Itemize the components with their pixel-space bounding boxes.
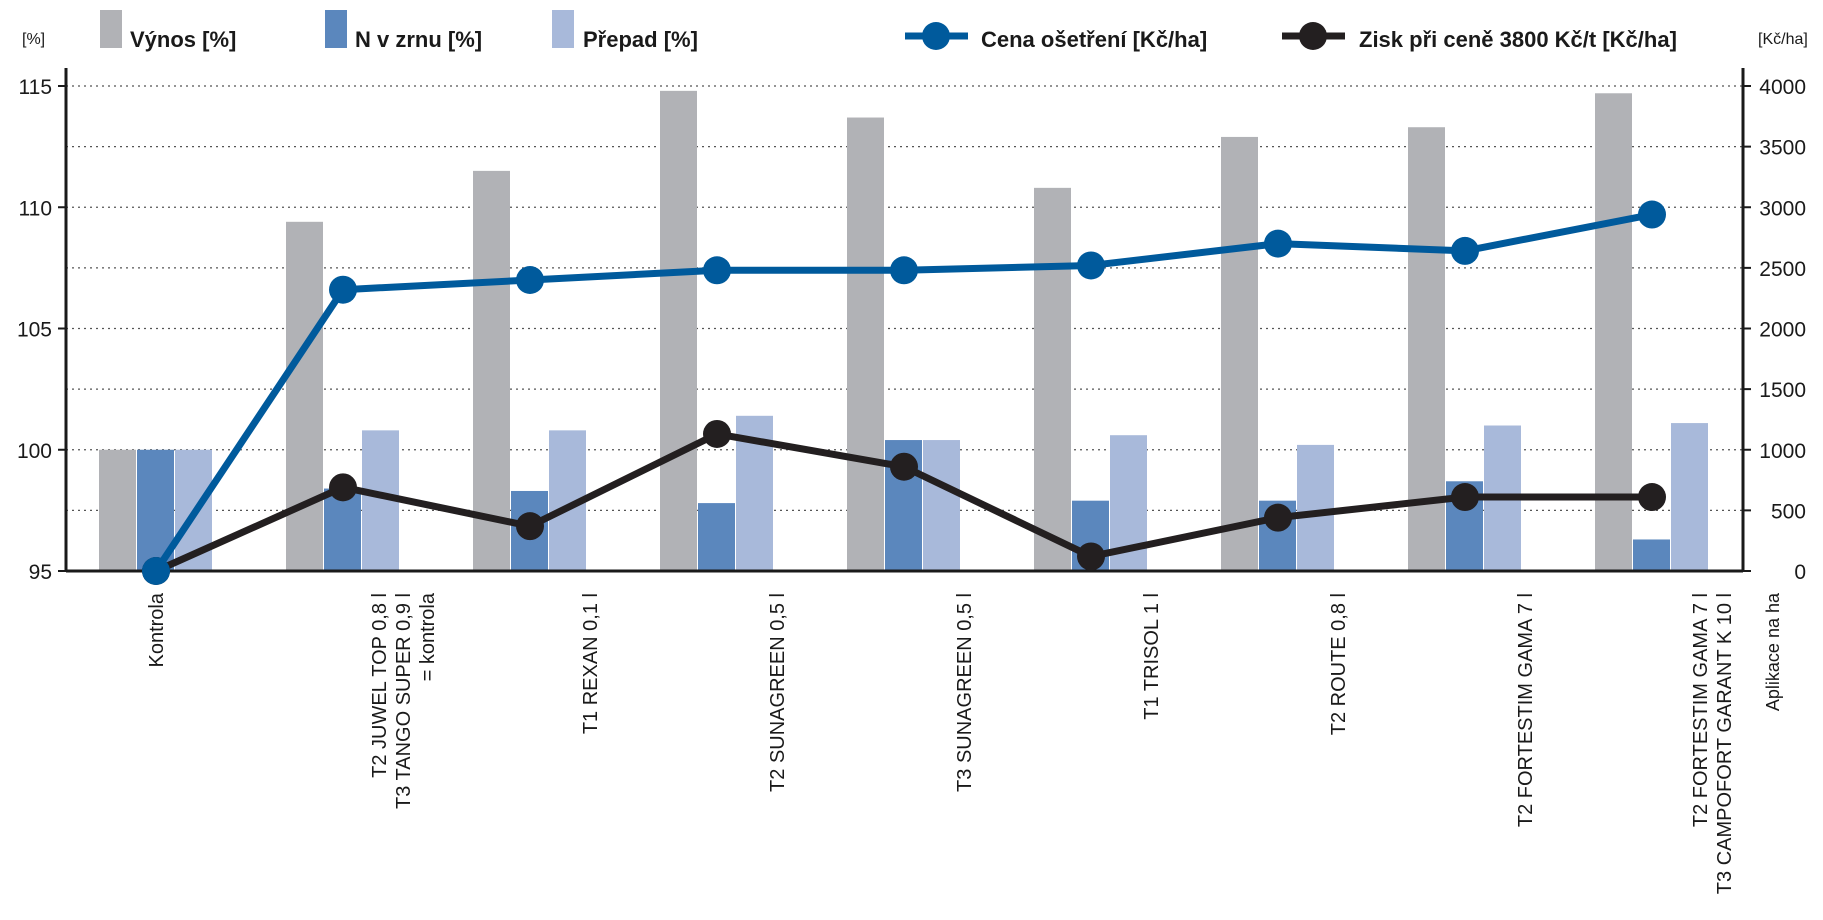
bar-vynos xyxy=(1034,187,1071,571)
category-label: T3 SUNAGREEN 0,5 l xyxy=(954,593,976,792)
category-label: Kontrola xyxy=(146,592,168,667)
point-zisk xyxy=(890,452,918,481)
legend-marker-zisk xyxy=(1299,22,1327,50)
point-zisk xyxy=(1264,503,1292,532)
bar-n-v-zrnu xyxy=(698,503,735,571)
legend: Výnos [%] N v zrnu [%] Přepad [%] Cena o… xyxy=(100,10,1677,52)
bar-vynos xyxy=(847,117,884,572)
category-label: T2 JUWEL TOP 0,8 l xyxy=(369,593,391,778)
bar-prepad xyxy=(1297,444,1334,571)
category-label: T2 ROUTE 0,8 l xyxy=(1328,593,1350,735)
category-label: T1 TRISOL 1 l xyxy=(1141,593,1163,720)
right-tick-label: 3500 xyxy=(1759,137,1806,160)
bar-vynos xyxy=(660,90,697,571)
right-tick-label: 0 xyxy=(1794,561,1806,584)
left-tick-label: 95 xyxy=(29,561,52,584)
point-cena xyxy=(1638,200,1666,229)
bars xyxy=(99,90,1708,572)
bar-vynos xyxy=(473,170,510,571)
point-zisk xyxy=(1451,483,1479,512)
point-cena xyxy=(703,256,731,285)
category-label: = kontrola xyxy=(417,592,439,681)
legend-swatch-vynos xyxy=(100,10,122,48)
point-zisk xyxy=(1638,483,1666,512)
point-cena xyxy=(142,557,170,585)
lines xyxy=(142,200,1666,585)
left-tick-label: 100 xyxy=(17,440,52,463)
point-cena xyxy=(1077,251,1105,280)
right-tick-label: 1000 xyxy=(1759,440,1806,463)
point-cena xyxy=(516,266,544,294)
right-tick-label: 2000 xyxy=(1759,319,1806,342)
legend-label-zisk: Zisk při ceně 3800 Kč/t [Kč/ha] xyxy=(1359,27,1677,52)
bar-prepad xyxy=(923,440,960,571)
point-cena xyxy=(1264,229,1292,258)
bar-vynos xyxy=(99,449,136,571)
left-tick-label: 110 xyxy=(19,197,52,220)
legend-label-cena: Cena ošetření [Kč/ha] xyxy=(981,27,1207,52)
right-tick-label: 1500 xyxy=(1759,379,1806,402)
right-tick-label: 500 xyxy=(1771,500,1806,523)
right-tick-label: 2500 xyxy=(1759,258,1806,281)
axes: 95 100 105 110 115 0 500 1000 1500 2000 2500 3000 35… xyxy=(17,68,1806,584)
category-label: T3 CAMPOFORT GARANT K 10 l xyxy=(1714,593,1736,894)
category-label: T2 FORTESTIM GAMA 7 l xyxy=(1515,593,1537,827)
bar-prepad xyxy=(1671,423,1708,571)
category-label: T3 TANGO SUPER 0,9 l xyxy=(393,593,415,809)
left-tick-label: 105 xyxy=(17,319,52,342)
labels: [%] [Kč/ha] Kontrola T2 JUWEL TOP 0,8 l T3… xyxy=(22,31,1808,894)
right-tick-label: 4000 xyxy=(1759,76,1806,99)
bar-vynos xyxy=(1595,93,1632,572)
bar-n-v-zrnu xyxy=(1633,539,1670,571)
point-zisk xyxy=(703,419,731,448)
point-zisk xyxy=(516,512,544,541)
category-label: T2 SUNAGREEN 0,5 l xyxy=(767,593,789,792)
point-cena xyxy=(890,256,918,285)
point-cena xyxy=(1451,236,1479,265)
legend-swatch-n-v-zrnu xyxy=(325,10,347,48)
legend-marker-cena xyxy=(922,22,950,50)
bar-n-v-zrnu xyxy=(324,488,361,571)
point-cena xyxy=(329,275,357,304)
right-unit-label: [Kč/ha] xyxy=(1758,31,1808,48)
legend-label-prepad: Přepad [%] xyxy=(583,27,698,52)
right-tick-label: 3000 xyxy=(1759,197,1806,220)
category-label: T1 REXAN 0,1 l xyxy=(580,593,602,734)
point-zisk xyxy=(1077,542,1105,571)
bar-vynos xyxy=(1221,136,1258,572)
point-zisk xyxy=(329,473,357,502)
bar-vynos xyxy=(286,221,323,572)
category-label: T2 FORTESTIM GAMA 7 l xyxy=(1690,593,1712,827)
x-axis-note: Aplikace na ha xyxy=(1763,592,1783,711)
left-unit-label: [%] xyxy=(22,31,45,48)
left-tick-label: 115 xyxy=(19,76,52,99)
legend-swatch-prepad xyxy=(552,10,574,48)
legend-label-vynos: Výnos [%] xyxy=(130,27,236,52)
legend-label-n-v-zrnu: N v zrnu [%] xyxy=(355,27,482,52)
